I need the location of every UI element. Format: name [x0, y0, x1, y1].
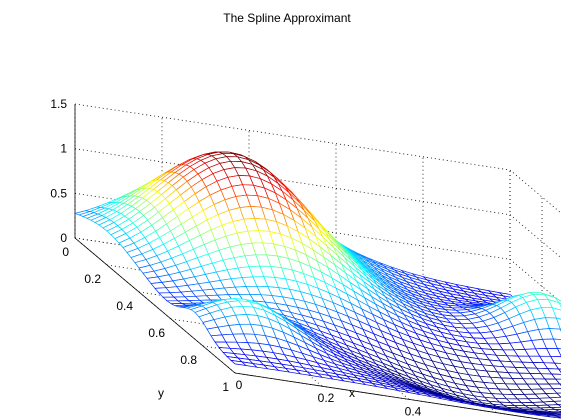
x-axis-label: x — [349, 386, 355, 400]
chart-title: The Spline Approximant — [223, 11, 351, 25]
x-tick-label: 0.2 — [318, 391, 335, 405]
z-tick-label: 1 — [60, 142, 67, 156]
y-tick-label: 0.6 — [148, 326, 165, 340]
y-tick-label: 0.8 — [180, 353, 197, 367]
z-tick-label: 0.5 — [50, 186, 67, 200]
x-axis-line — [234, 372, 548, 420]
z-tick-label: 0 — [60, 231, 67, 245]
y-tick-label: 0.2 — [84, 272, 101, 286]
mesh-cell — [229, 359, 247, 367]
mesh-cell — [557, 368, 561, 373]
y-tick-label: 0.4 — [116, 299, 133, 313]
x-tick-label: 0.4 — [405, 404, 422, 418]
z-tick-label: 1.5 — [50, 97, 67, 111]
y-tick-label: 1 — [222, 380, 229, 394]
surface-mesh — [73, 151, 561, 419]
y-tick-label: 0 — [62, 245, 69, 259]
x-tick-label: 0.6 — [492, 418, 509, 420]
y-axis-label: y — [158, 386, 164, 400]
y-axis-line — [74, 237, 236, 374]
x-tick-label: 0 — [236, 378, 243, 392]
